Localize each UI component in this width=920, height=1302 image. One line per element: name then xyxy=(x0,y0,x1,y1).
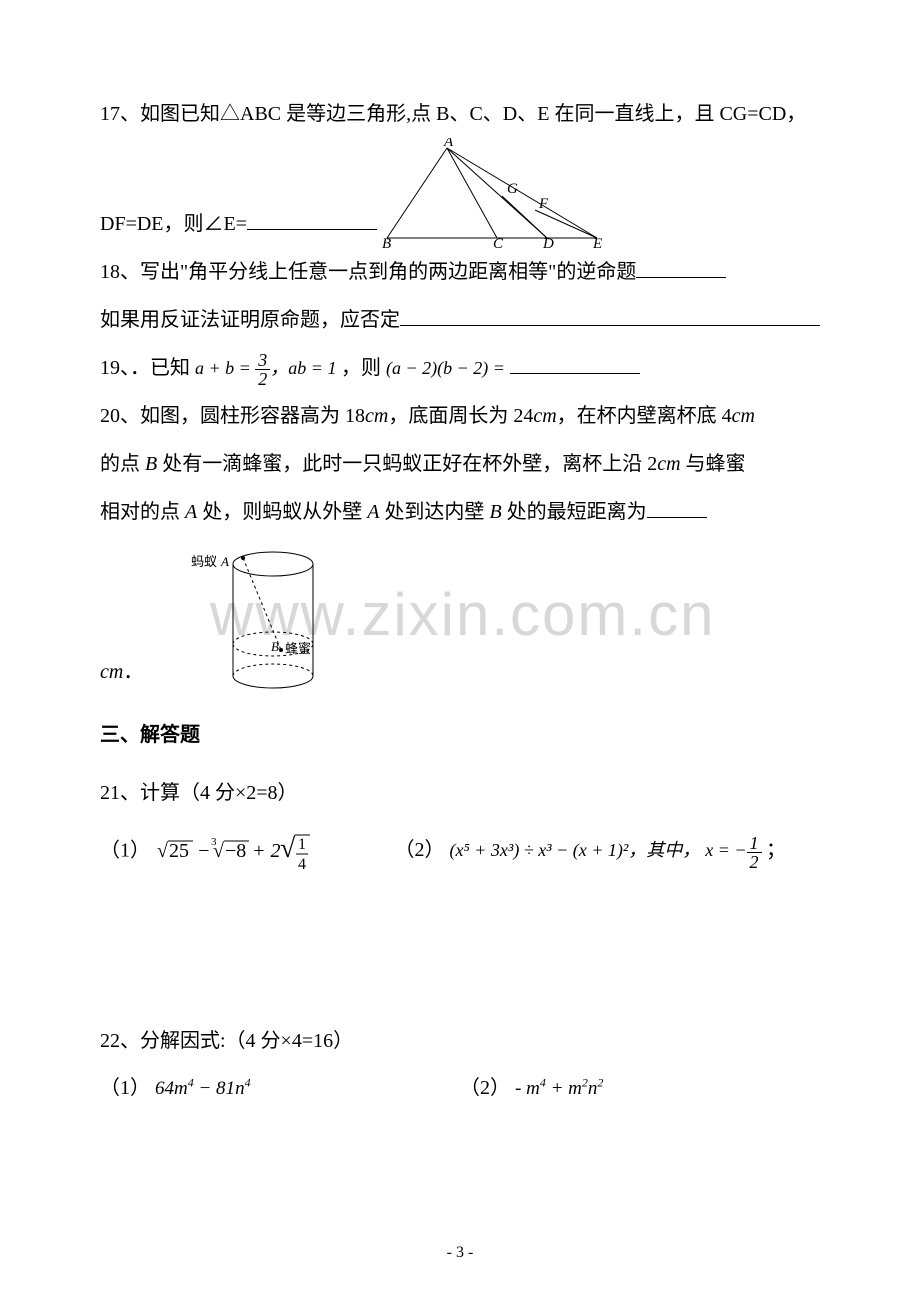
q20-c: ，在杯内壁离杯底 4 xyxy=(557,405,732,427)
q20-A2: A xyxy=(367,501,379,523)
q18-blank1 xyxy=(636,258,726,278)
svg-text:+ 2: + 2 xyxy=(252,840,281,862)
q20-B1: B xyxy=(145,453,157,475)
q21-p2-end: ； xyxy=(766,839,786,861)
q20-cm1: cm xyxy=(365,405,388,427)
svg-text:1: 1 xyxy=(298,836,306,853)
q18-text-a: 18、写出"角平分线上任意一点到角的两边距离相等"的逆命题 xyxy=(100,261,636,283)
q17-line1: 17、如图已知△ABC 是等边三角形,点 B、C、D、E 在同一直线上，且 CG… xyxy=(100,90,820,138)
q19-frac-num: 3 xyxy=(255,351,270,369)
q17-text-a: 17、如图已知△ABC 是等边三角形,点 B、C、D、E 在同一直线上，且 CG… xyxy=(100,103,806,125)
q19-text-b: ，则 xyxy=(341,357,381,379)
q20-cm3: cm xyxy=(732,405,755,427)
q21-title: 21、计算（4 分×2=8） xyxy=(100,769,820,817)
q20-a: 20、如图，圆柱形容器高为 18 xyxy=(100,405,365,427)
label-F: F xyxy=(538,196,549,212)
q20-cm2: cm xyxy=(533,405,556,427)
label-G: G xyxy=(507,181,518,197)
q20-f: 与蜂蜜 xyxy=(681,453,746,475)
q20-line1: 20、如图，圆柱形容器高为 18cm，底面周长为 24cm，在杯内壁离杯底 4c… xyxy=(100,392,820,440)
q18-text-b: 如果用反证法证明原命题，应否定 xyxy=(100,309,400,331)
q19-blank xyxy=(510,354,640,374)
q20-d: 的点 xyxy=(100,453,145,475)
label-B: B xyxy=(382,236,391,248)
svg-text:√: √ xyxy=(280,833,296,864)
q21-p2-num: 1 xyxy=(747,834,762,852)
q18-blank2 xyxy=(400,306,820,326)
cyl-honey: 蜂蜜 xyxy=(285,641,311,656)
q17-line2: DF=DE，则∠E= A B C D E xyxy=(100,138,820,248)
q21-p2-label: （2） xyxy=(395,839,445,861)
q20-j: 处的最短距离为 xyxy=(502,501,647,523)
q20-B2: B xyxy=(489,501,501,523)
q20-i: 处到达内壁 xyxy=(379,501,489,523)
q19-line: 19、．已知 a + b = 3 2 ，ab = 1 ，则 (a − 2)(b … xyxy=(100,344,820,392)
label-C: C xyxy=(493,236,504,248)
q20-line3: 相对的点 A 处，则蚂蚁从外壁 A 处到达内壁 B 处的最短距离为 xyxy=(100,488,820,536)
label-D: D xyxy=(542,236,554,248)
q19-text-a: 19、．已知 xyxy=(100,357,190,379)
q21-p2-var: x = − xyxy=(705,840,746,860)
svg-text:−8: −8 xyxy=(225,840,246,862)
q19-expr-a: a + b = xyxy=(195,358,251,378)
q22-row: （1） 64m4 − 81n4 （2） - m4 + m2n2 xyxy=(100,1071,820,1100)
svg-text:√: √ xyxy=(157,840,168,862)
label-A: A xyxy=(443,138,454,150)
q19-expr-mid: ，ab = 1 xyxy=(270,358,336,378)
q19-expr-b: (a − 2)(b − 2) = xyxy=(386,358,505,378)
q22-title: 22、分解因式:（4 分×4=16） xyxy=(100,1017,820,1065)
label-E: E xyxy=(592,236,602,248)
q22-p1-label: （1） xyxy=(100,1077,150,1099)
q18-line1: 18、写出"角平分线上任意一点到角的两边距离相等"的逆命题 xyxy=(100,248,820,296)
q22-p2-label: （2） xyxy=(460,1077,510,1099)
q20-g: 相对的点 xyxy=(100,501,185,523)
q20-end: ． xyxy=(123,648,143,696)
q20-e: 处有一滴蜂蜜，此时一只蚂蚁正好在杯外壁，离杯上沿 2 xyxy=(157,453,657,475)
q20-cm4: cm xyxy=(657,453,680,475)
q20-blank xyxy=(647,498,707,518)
q20-cm5: cm xyxy=(100,648,123,696)
document-body: 17、如图已知△ABC 是等边三角形,点 B、C、D、E 在同一直线上，且 CG… xyxy=(100,90,820,1100)
q19-frac-den: 2 xyxy=(255,369,270,388)
q21-row: （1） √ 25 − 3 √ −8 + 2 √ 1 xyxy=(100,827,820,877)
q21-p1-label: （1） xyxy=(100,840,150,862)
q17-text-b: DF=DE，则∠E= xyxy=(100,213,247,235)
svg-text:4: 4 xyxy=(298,856,306,873)
page-number: - 3 - xyxy=(0,1244,920,1262)
cyl-B: B xyxy=(271,639,279,654)
svg-text:−: − xyxy=(197,840,211,862)
q20-h: 处，则蚂蚁从外壁 xyxy=(197,501,367,523)
q17-blank xyxy=(247,210,377,230)
q17-figure: A B C D E G F xyxy=(377,138,607,248)
q20-b: ，底面周长为 24 xyxy=(388,405,533,427)
q21-p2-den: 2 xyxy=(747,852,762,871)
q20-A1: A xyxy=(185,501,197,523)
svg-text:25: 25 xyxy=(169,840,189,862)
section-3-title: 三、解答题 xyxy=(100,711,820,759)
q20-line4: cm． 蚂蚁 A xyxy=(100,536,820,696)
q20-figure: 蚂蚁 A B 蜂蜜 xyxy=(153,536,353,696)
q20-line2: 的点 B 处有一滴蜂蜜，此时一只蚂蚁正好在杯外壁，离杯上沿 2cm 与蜂蜜 xyxy=(100,440,820,488)
q21-p2-expr: (x⁵ + 3x³) ÷ x³ − (x + 1)²，其中， xyxy=(450,840,701,860)
q18-line2: 如果用反证法证明原命题，应否定 xyxy=(100,296,820,344)
cyl-A: A xyxy=(220,554,229,569)
svg-text:√: √ xyxy=(213,840,224,862)
cyl-ant: 蚂蚁 xyxy=(191,554,217,569)
